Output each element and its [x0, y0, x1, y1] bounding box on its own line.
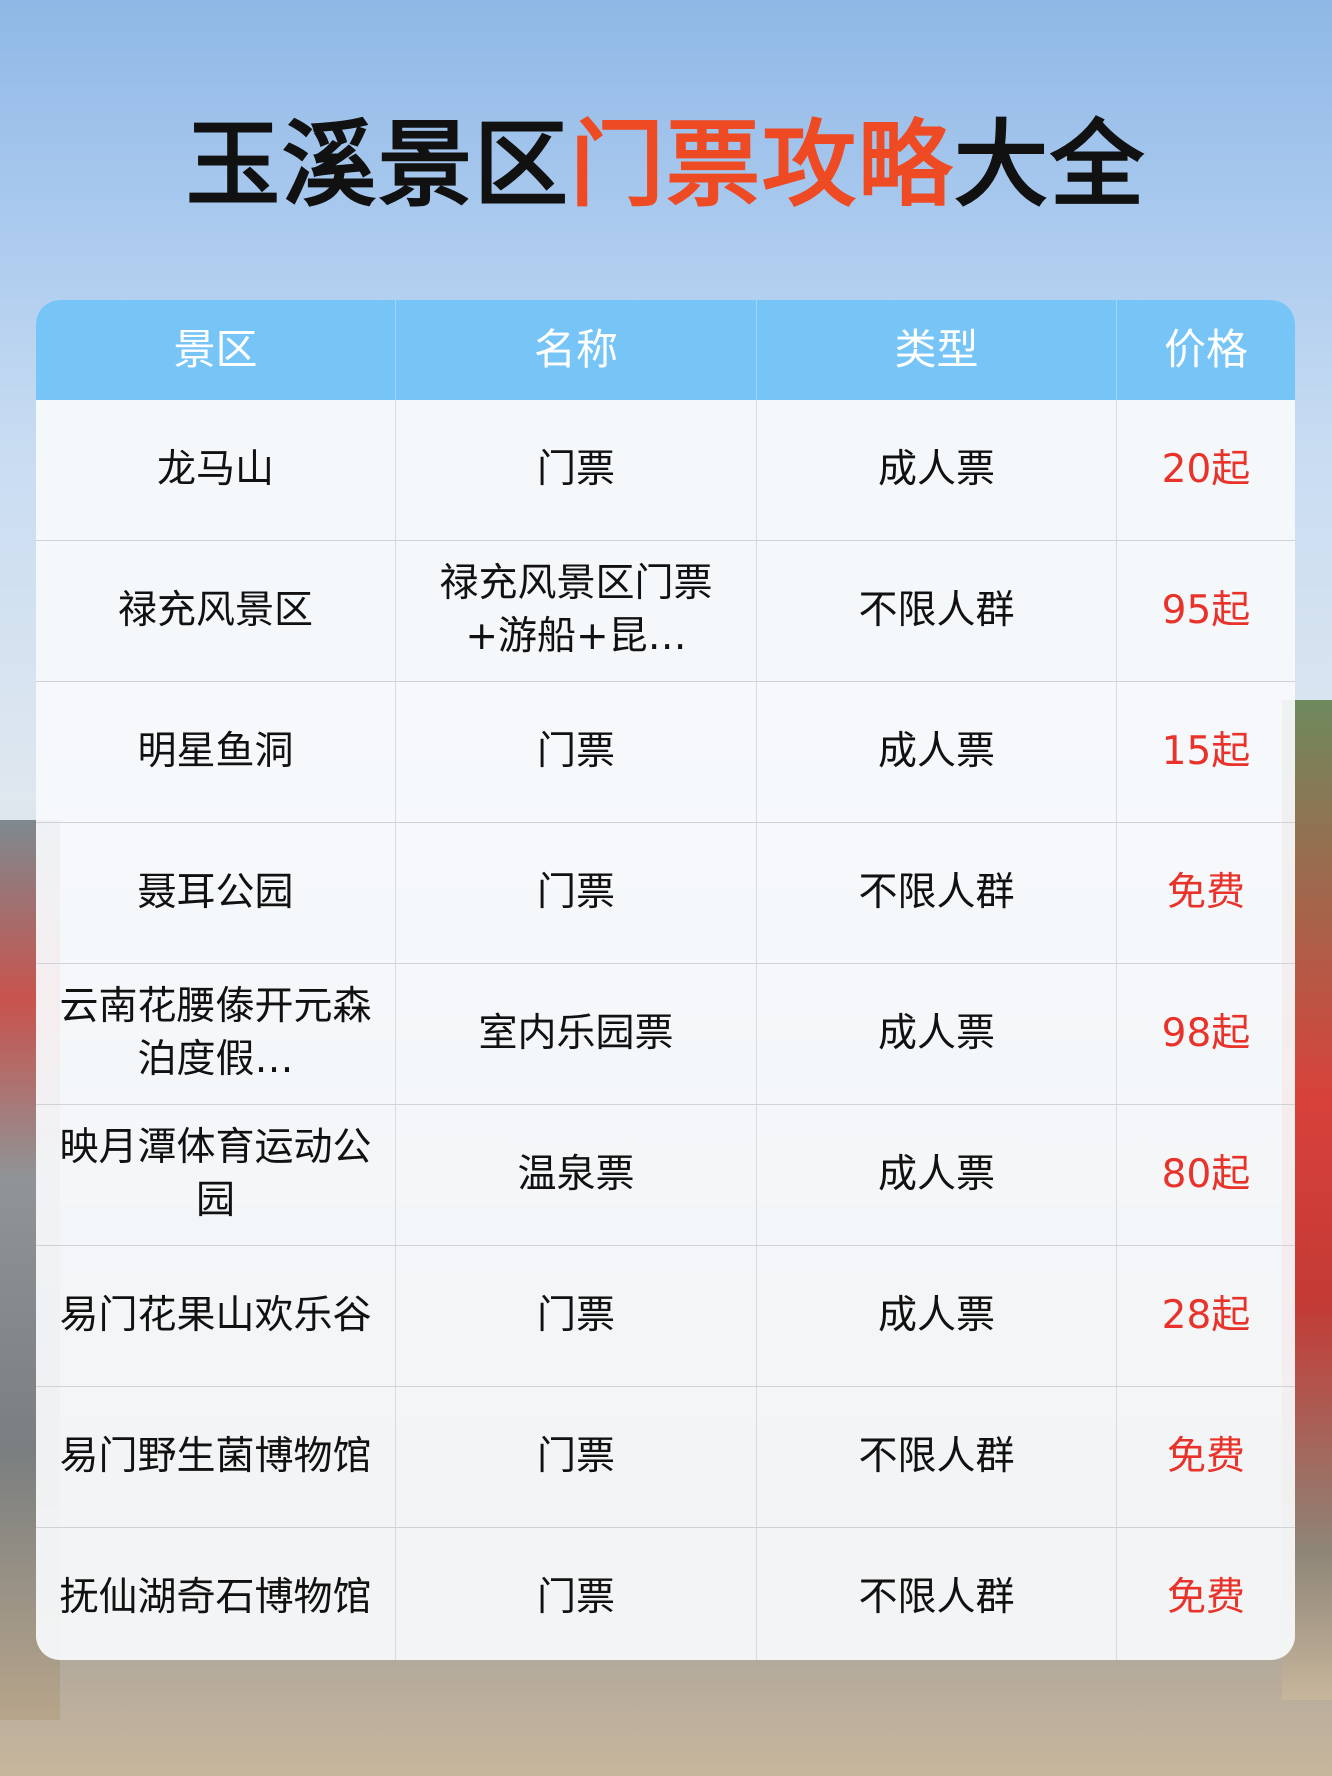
cell-price: 免费: [1116, 1528, 1295, 1660]
cell-price: 15起: [1116, 682, 1295, 822]
cell-name: 门票: [395, 400, 756, 540]
cell-name: 禄充风景区门票+游船+昆…: [395, 541, 756, 681]
cell-name: 门票: [395, 1246, 756, 1386]
cell-scenic: 抚仙湖奇石博物馆: [59, 1574, 372, 1620]
cell-name: 门票: [395, 1528, 756, 1660]
cell-name: 室内乐园票: [395, 964, 756, 1104]
cell-type: 成人票: [756, 1246, 1116, 1386]
cell-price: 80起: [1116, 1105, 1295, 1245]
table-row: 抚仙湖奇石博物馆 门票 不限人群 免费: [36, 1527, 1295, 1660]
table-header: 景区 名称 类型 价格: [36, 300, 1295, 400]
page-title: 玉溪景区门票攻略大全: [0, 118, 1332, 212]
table-row: 聂耳公园 门票 不限人群 免费: [36, 822, 1295, 963]
table-row: 易门野生菌博物馆 门票 不限人群 免费: [36, 1386, 1295, 1527]
cell-scenic: 映月潭体育运动公园: [59, 1125, 372, 1223]
table-row: 映月潭体育运动公园 温泉票 成人票 80起: [36, 1104, 1295, 1245]
cell-type: 不限人群: [756, 823, 1116, 963]
cell-scenic: 云南花腰傣开元森泊度假…: [59, 984, 372, 1082]
table-row: 易门花果山欢乐谷 门票 成人票 28起: [36, 1245, 1295, 1386]
cell-scenic: 易门花果山欢乐谷: [59, 1292, 372, 1338]
title-part1: 玉溪景区: [185, 110, 570, 220]
cell-scenic: 禄充风景区: [117, 587, 313, 633]
cell-price: 95起: [1116, 541, 1295, 681]
cell-name: 门票: [395, 1387, 756, 1527]
cell-scenic: 聂耳公园: [137, 869, 294, 915]
cell-type: 不限人群: [756, 1528, 1116, 1660]
header-price: 价格: [1116, 300, 1295, 400]
table-row: 云南花腰傣开元森泊度假… 室内乐园票 成人票 98起: [36, 963, 1295, 1104]
cell-type: 成人票: [756, 964, 1116, 1104]
cell-type: 不限人群: [756, 541, 1116, 681]
table-row: 禄充风景区 禄充风景区门票+游船+昆… 不限人群 95起: [36, 540, 1295, 681]
cell-price: 28起: [1116, 1246, 1295, 1386]
cell-scenic: 易门野生菌博物馆: [59, 1433, 372, 1479]
cell-price: 98起: [1116, 964, 1295, 1104]
cell-type: 成人票: [756, 1105, 1116, 1245]
cell-name: 门票: [395, 823, 756, 963]
cell-name: 温泉票: [395, 1105, 756, 1245]
ticket-table: 景区 名称 类型 价格 龙马山 门票 成人票 20起 禄充风景区 禄充风景区门票+游船+昆…: [36, 300, 1295, 1660]
header-name: 名称: [395, 300, 756, 400]
cell-price: 免费: [1116, 823, 1295, 963]
cell-price: 20起: [1116, 400, 1295, 540]
cell-type: 成人票: [756, 682, 1116, 822]
cell-scenic: 明星鱼洞: [137, 728, 294, 774]
cell-type: 不限人群: [756, 1387, 1116, 1527]
header-type: 类型: [756, 300, 1116, 400]
title-part2: 大全: [954, 110, 1147, 220]
cell-name: 门票: [395, 682, 756, 822]
cell-scenic: 龙马山: [156, 446, 274, 492]
cell-type: 成人票: [756, 400, 1116, 540]
table-row: 龙马山 门票 成人票 20起: [36, 400, 1295, 540]
cell-price: 免费: [1116, 1387, 1295, 1527]
title-highlight: 门票攻略: [569, 110, 954, 220]
header-scenic: 景区: [173, 324, 258, 374]
table-row: 明星鱼洞 门票 成人票 15起: [36, 681, 1295, 822]
